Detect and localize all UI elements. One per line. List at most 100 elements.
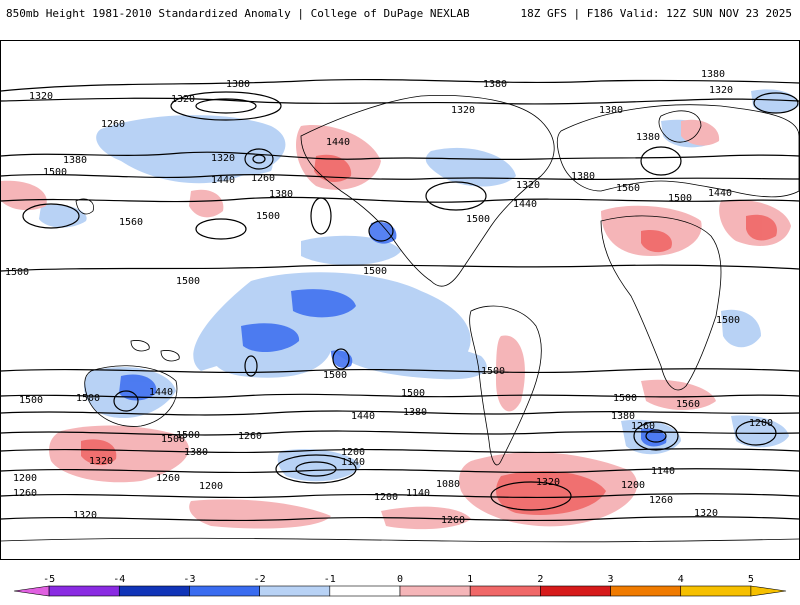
contour-label: 1500 <box>481 366 505 377</box>
contour-label: 1260 <box>649 495 673 506</box>
contour-label: 1260 <box>13 488 37 499</box>
contour-label: 1200 <box>749 418 773 429</box>
contour-label: 1200 <box>374 492 398 503</box>
colorbar-tick-label: 5 <box>748 574 754 585</box>
colorbar-swatch <box>399 585 471 597</box>
colorbar: -5 -4 -3 -2 -1 0 1 2 3 4 5 <box>0 572 800 600</box>
contour-label: 1500 <box>363 266 387 277</box>
greenland-outline <box>658 110 702 143</box>
contour-label: 1560 <box>616 183 640 194</box>
colorbar-canvas: -5 -4 -3 -2 -1 0 1 2 3 4 5 <box>13 574 787 597</box>
colorbar-tick-label: -5 <box>43 574 55 585</box>
contour-label: 1140 <box>406 488 430 499</box>
contour-label: 1500 <box>76 393 100 404</box>
contour-labels: 1380 1320 1260 1380 1500 1320 1260 1380 … <box>5 69 773 526</box>
colorbar-tick-label: 3 <box>608 574 614 585</box>
africa-outline <box>600 215 722 391</box>
contour-label: 1380 <box>184 447 208 458</box>
colorbar-tick-label: 2 <box>537 574 543 585</box>
north-america-outline <box>300 95 555 287</box>
contour-label: 1380 <box>483 79 507 90</box>
contour-label: 1380 <box>403 407 427 418</box>
coastlines <box>1 95 799 543</box>
colorbar-swatch <box>329 585 401 597</box>
colorbar-swatch <box>189 585 260 597</box>
contour-label: 1080 <box>436 479 460 490</box>
contour-label: 1500 <box>43 167 67 178</box>
contour-label: 1200 <box>13 473 37 484</box>
contour-label: 1440 <box>708 188 732 199</box>
contour-label: 1440 <box>326 137 350 148</box>
colorbar-tick-label: 4 <box>678 574 684 585</box>
contour-label: 1260 <box>251 173 275 184</box>
colorbar-swatch <box>540 585 611 597</box>
contour-label: 1260 <box>631 421 655 432</box>
height-contours <box>1 78 799 522</box>
contour-label: 1380 <box>611 411 635 422</box>
contour-label: 1500 <box>466 214 490 225</box>
contour-label: 1500 <box>256 211 280 222</box>
contour-label: 1500 <box>323 370 347 381</box>
colorbar-tick-label: -1 <box>324 574 336 585</box>
japan-outline <box>75 198 94 215</box>
colorbar-tick-label: 0 <box>397 574 403 585</box>
colorbar-max-arrow <box>750 585 787 597</box>
contour-label: 1380 <box>269 189 293 200</box>
colorbar-swatch <box>48 585 120 597</box>
contour-label: 1440 <box>211 175 235 186</box>
map-panel: 1380 1320 1260 1380 1500 1320 1260 1380 … <box>0 40 800 560</box>
contour-label: 1380 <box>636 132 660 143</box>
contour-label: 1500 <box>176 276 200 287</box>
strong-negative-anomaly-shading <box>119 221 667 447</box>
contour-label: 1500 <box>161 434 185 445</box>
contour-label: 1380 <box>571 171 595 182</box>
contour-label: 1260 <box>156 473 180 484</box>
contour-label: 1200 <box>341 447 365 458</box>
contour-label: 1320 <box>211 153 235 164</box>
contour-label: 1320 <box>89 456 113 467</box>
contour-label: 1320 <box>73 510 97 521</box>
contour-label: 1560 <box>676 399 700 410</box>
contour-label: 1260 <box>441 515 465 526</box>
contour-label: 1200 <box>199 481 223 492</box>
colorbar-swatch <box>118 585 190 597</box>
positive-anomaly-shading <box>1 119 791 530</box>
contour-label: 1320 <box>516 180 540 191</box>
contour-label: 1380 <box>226 79 250 90</box>
colorbar-swatch <box>680 585 752 597</box>
contour-label: 1380 <box>599 105 623 116</box>
contour-label: 1440 <box>351 411 375 422</box>
contour-label: 1200 <box>621 480 645 491</box>
colorbar-tick-label: 1 <box>467 574 473 585</box>
contour-label: 1260 <box>238 431 262 442</box>
contour-label: 1320 <box>29 91 53 102</box>
contour-label: 1500 <box>613 393 637 404</box>
colorbar-min-arrow <box>13 585 50 597</box>
indonesia-islands <box>130 340 180 362</box>
contour-label: 1140 <box>341 457 365 468</box>
colorbar-swatch <box>259 585 331 597</box>
contour-label: 1380 <box>701 69 725 80</box>
header-bar: 850mb Height 1981-2010 Standardized Anom… <box>0 0 800 40</box>
map-title: 850mb Height 1981-2010 Standardized Anom… <box>6 7 470 20</box>
contour-label: 1320 <box>451 105 475 116</box>
australia-outline <box>84 365 178 427</box>
contour-label: 1500 <box>668 193 692 204</box>
contour-label: 1500 <box>716 315 740 326</box>
contour-label: 1440 <box>513 199 537 210</box>
contour-label: 1320 <box>694 508 718 519</box>
map-canvas: 1380 1320 1260 1380 1500 1320 1260 1380 … <box>1 69 799 543</box>
contour-label: 1560 <box>119 217 143 228</box>
colorbar-swatch <box>610 585 682 597</box>
contour-label: 1500 <box>19 395 43 406</box>
contour-label: 1320 <box>536 477 560 488</box>
run-info: 18Z GFS | F186 Valid: 12Z SUN NOV 23 202… <box>520 7 792 20</box>
colorbar-tick-label: -4 <box>113 574 125 585</box>
contour-label: 1440 <box>149 387 173 398</box>
contour-label: 1500 <box>5 267 29 278</box>
colorbar-tick-label: -3 <box>183 574 195 585</box>
contour-label: 1320 <box>171 94 195 105</box>
contour-label: 1320 <box>709 85 733 96</box>
contour-label: 1500 <box>176 430 200 441</box>
colorbar-tick-label: -2 <box>254 574 266 585</box>
